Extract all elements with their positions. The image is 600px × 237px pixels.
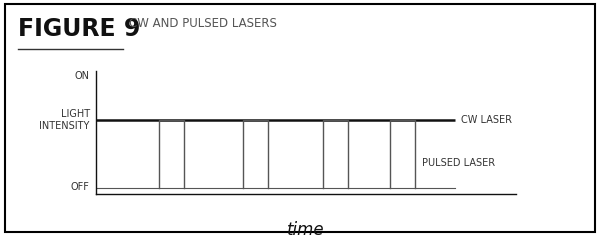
- Text: PULSED LASER: PULSED LASER: [421, 158, 494, 168]
- Text: CW LASER: CW LASER: [461, 115, 512, 125]
- Text: OFF: OFF: [71, 182, 90, 192]
- Text: FIGURE 9: FIGURE 9: [18, 17, 140, 41]
- Text: CW AND PULSED LASERS: CW AND PULSED LASERS: [129, 17, 277, 30]
- Text: LIGHT
INTENSITY: LIGHT INTENSITY: [40, 109, 90, 131]
- Text: ON: ON: [75, 71, 90, 81]
- Text: time: time: [287, 221, 325, 237]
